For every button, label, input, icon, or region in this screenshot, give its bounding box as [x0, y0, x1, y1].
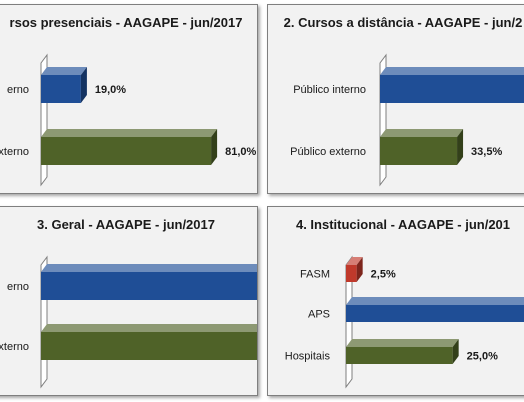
bar-front-face	[346, 347, 453, 364]
bar-top-face	[41, 67, 87, 75]
bar-1	[380, 67, 524, 103]
bar-front-face	[380, 75, 524, 103]
bar-top-face	[346, 297, 524, 305]
bar-1	[41, 264, 257, 300]
bar-end-face	[211, 129, 218, 165]
bar-chart: Público interno Público externo 33,5%	[290, 53, 524, 187]
category-label: Hospitais	[285, 351, 331, 363]
data-label: 33,5%	[471, 146, 502, 158]
bar-top-face	[346, 257, 363, 265]
data-label: 81,0%	[225, 146, 256, 158]
bar-1	[346, 257, 363, 282]
bar-front-face	[41, 75, 81, 103]
chart-title: 4. Institucional - AAGAPE - jun/201	[295, 217, 511, 232]
bar-3	[346, 339, 459, 364]
category-label: xterno	[0, 146, 29, 158]
data-label: 2,5%	[371, 269, 396, 281]
bar-chart: erno 19,0% xterno 81,0%	[0, 53, 257, 187]
data-label: 19,0%	[95, 84, 126, 96]
bar-front-face	[380, 137, 458, 165]
category-label: APS	[308, 309, 330, 321]
category-label: FASM	[300, 269, 330, 281]
bar-top-face	[380, 67, 524, 75]
bar-2	[380, 129, 464, 165]
chart-title: 3. Geral - AAGAPE - jun/2017	[37, 217, 215, 232]
chart-title: 2. Cursos a distância - AAGAPE - jun/2	[283, 15, 523, 30]
bar-top-face	[380, 129, 464, 137]
bar-2	[41, 129, 218, 165]
category-label: Público externo	[290, 146, 366, 158]
category-label: Público interno	[293, 84, 366, 96]
category-label: erno	[7, 281, 29, 293]
bar-front-face	[41, 272, 257, 300]
chart-panel-institucional: 4. Institucional - AAGAPE - jun/201 FASM…	[267, 206, 524, 396]
bar-front-face	[346, 265, 357, 282]
bar-end-face	[80, 67, 87, 103]
chart-panel-geral: 3. Geral - AAGAPE - jun/2017 erno48,0%xt…	[0, 206, 258, 396]
bar-front-face	[346, 305, 524, 322]
bar-end-face	[356, 257, 363, 282]
bar-top-face	[41, 129, 218, 137]
bar-end-face	[457, 129, 464, 165]
bar-chart: erno48,0%xterno52,0%	[0, 255, 257, 389]
chart-panel-cursos-presenciais: rsos presenciais - AAGAPE - jun/2017 ern…	[0, 4, 258, 194]
bar-top-face	[41, 324, 257, 332]
bar-chart: FASM 2,5% APS Hospitais 25,0%	[285, 255, 524, 389]
bar-2	[41, 324, 257, 360]
bar-top-face	[41, 264, 257, 272]
bar-1	[41, 67, 87, 103]
category-label: xterno	[0, 341, 29, 353]
bar-2	[346, 297, 524, 322]
bar-front-face	[41, 137, 212, 165]
bar-front-face	[41, 332, 257, 360]
chart-title: rsos presenciais - AAGAPE - jun/2017	[9, 15, 243, 30]
data-label: 25,0%	[467, 351, 498, 363]
category-label: erno	[7, 84, 29, 96]
bar-top-face	[346, 339, 459, 347]
chart-panel-cursos-distancia: 2. Cursos a distância - AAGAPE - jun/2 P…	[267, 4, 524, 194]
bar-end-face	[452, 339, 459, 364]
